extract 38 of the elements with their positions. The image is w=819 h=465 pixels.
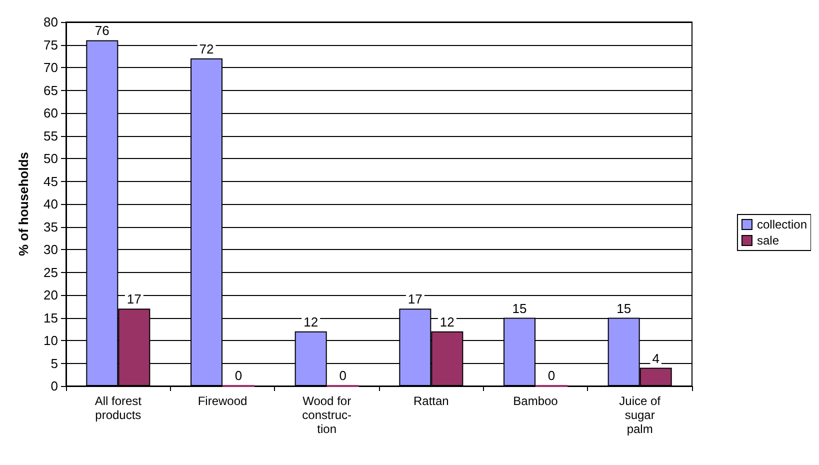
data-label: 15 xyxy=(616,300,632,316)
y-tick-label: 15 xyxy=(44,310,58,326)
x-tick-label: Bamboo xyxy=(513,394,558,408)
y-axis-title: % of households xyxy=(16,152,31,256)
data-label: 12 xyxy=(440,314,454,330)
y-tick-label: 60 xyxy=(44,106,58,120)
data-label: 0 xyxy=(234,368,242,383)
x-tick-label: Firewood xyxy=(198,394,248,408)
data-label: 0 xyxy=(339,368,346,383)
x-tick-label: Wood for construc- tion xyxy=(302,394,352,436)
data-label: 17 xyxy=(126,292,142,307)
legend-label: collection xyxy=(756,218,808,232)
x-tick-label: Juice of sugar palm xyxy=(619,394,662,436)
data-label: 72 xyxy=(199,41,214,56)
y-tick-label: 75 xyxy=(44,37,58,52)
y-tick-label: 40 xyxy=(44,196,58,212)
y-tick-label: 50 xyxy=(44,151,58,166)
y-tick-label: 25 xyxy=(44,264,58,280)
data-label: 76 xyxy=(94,23,110,38)
y-tick-label: 0 xyxy=(50,378,58,394)
y-tick-label: 80 xyxy=(44,14,58,30)
legend-label: sale xyxy=(756,234,780,248)
data-label: 12 xyxy=(304,314,318,330)
data-label: 4 xyxy=(652,350,660,366)
y-tick-label: 10 xyxy=(44,333,58,348)
y-tick-label: 55 xyxy=(44,128,58,144)
y-tick-label: 5 xyxy=(50,356,58,371)
x-tick-label: Rattan xyxy=(413,394,449,408)
y-tick-label: 20 xyxy=(44,288,58,302)
x-tick-label: All forest products xyxy=(94,394,142,422)
y-tick-label: 30 xyxy=(44,242,58,257)
y-tick-label: 45 xyxy=(44,174,58,189)
y-tick-label: 65 xyxy=(44,82,58,98)
data-label: 15 xyxy=(512,300,527,316)
data-label: 0 xyxy=(548,368,556,383)
data-label: 17 xyxy=(408,292,422,307)
y-tick-label: 35 xyxy=(44,219,58,234)
y-tick-label: 70 xyxy=(44,60,58,75)
